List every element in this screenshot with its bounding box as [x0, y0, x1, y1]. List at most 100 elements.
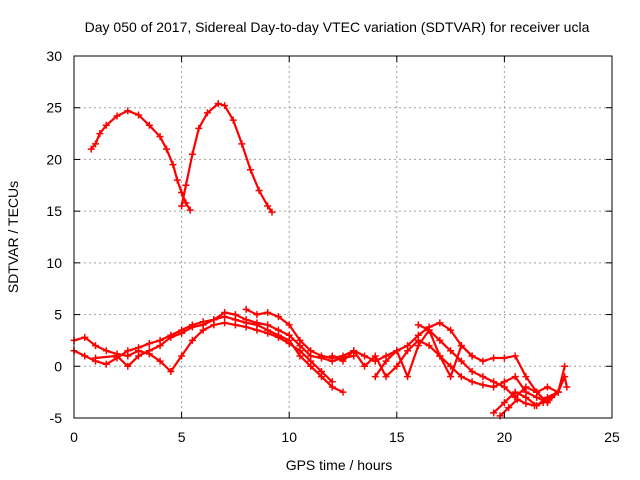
data-point [393, 347, 401, 355]
series-line [245, 308, 474, 363]
data-point [447, 326, 455, 334]
data-point [479, 381, 487, 389]
data-point [511, 388, 519, 396]
y-tick-label: 20 [46, 151, 62, 167]
axis-ticks [73, 55, 613, 419]
data-point [253, 311, 261, 319]
data-point [543, 383, 551, 391]
data-point [92, 140, 100, 148]
data-point [195, 124, 203, 132]
data-point [490, 409, 498, 417]
data-point [178, 352, 186, 360]
data-point [500, 398, 508, 406]
data-point [253, 319, 261, 327]
y-tick-label: 30 [46, 48, 62, 64]
data-point [317, 352, 325, 360]
data-point [214, 100, 222, 108]
x-axis-label: GPS time / hours [286, 457, 393, 473]
data-point [490, 378, 498, 386]
chart-title: Day 050 of 2017, Sidereal Day-to-day VTE… [85, 19, 590, 35]
data-point [500, 383, 508, 391]
data-point [264, 202, 272, 210]
data-point [81, 333, 89, 341]
data-point [307, 347, 315, 355]
data-point [285, 340, 293, 348]
data-point [145, 340, 153, 348]
series-arc-1 [87, 107, 194, 214]
data-point [511, 352, 519, 360]
data-point [404, 373, 412, 381]
data-point [113, 112, 121, 120]
data-point [87, 145, 95, 153]
data-point [531, 402, 539, 410]
data-point [414, 321, 422, 329]
data-point [156, 133, 164, 141]
data-point [156, 342, 164, 350]
data-point [124, 352, 132, 360]
series-line [417, 323, 566, 404]
data-point [285, 331, 293, 339]
data-point [548, 393, 556, 401]
data-point [210, 316, 218, 324]
x-tick-label: 25 [604, 429, 620, 445]
data-point [274, 326, 282, 334]
data-point [81, 352, 89, 360]
data-point [231, 311, 239, 319]
data-point [554, 388, 562, 396]
data-point [124, 107, 132, 115]
data-point [102, 360, 110, 368]
data-point [447, 347, 455, 355]
data-point [186, 206, 194, 214]
data-point [221, 319, 229, 327]
data-point [468, 352, 476, 360]
data-point [479, 357, 487, 365]
data-point [382, 373, 390, 381]
x-tick-label: 0 [70, 429, 78, 445]
data-point [221, 102, 229, 110]
data-point [522, 393, 530, 401]
data-point [468, 378, 476, 386]
data-point [447, 362, 455, 370]
y-tick-label: 0 [54, 358, 62, 374]
data-point [522, 383, 530, 391]
y-tick-label: 15 [46, 203, 62, 219]
data-point [371, 373, 379, 381]
x-tick-label: 10 [281, 429, 297, 445]
data-point [371, 352, 379, 360]
data-point [513, 395, 521, 403]
data-point [425, 342, 433, 350]
data-point [447, 373, 455, 381]
data-point [135, 111, 143, 119]
data-point [361, 352, 369, 360]
data-point [268, 208, 276, 216]
data-point [563, 383, 571, 391]
data-point [264, 309, 272, 317]
data-point [361, 362, 369, 370]
data-point [522, 400, 530, 408]
data-point [188, 323, 196, 331]
data-point [145, 121, 153, 129]
data-point [339, 357, 347, 365]
data-point [182, 199, 190, 207]
data-point [539, 398, 547, 406]
data-point [500, 354, 508, 362]
data-point [124, 362, 132, 370]
data-point [231, 321, 239, 329]
data-point [178, 202, 186, 210]
series-arc-2 [178, 100, 276, 216]
data-point [285, 321, 293, 329]
y-tick-label: -5 [50, 410, 63, 426]
data-point [188, 336, 196, 344]
data-point [414, 342, 422, 350]
series-trace-i [496, 393, 556, 420]
data-point [350, 347, 358, 355]
data-point [96, 130, 104, 138]
x-tick-label: 15 [389, 429, 405, 445]
data-point [393, 362, 401, 370]
data-point [199, 321, 207, 329]
series-trace-b [70, 319, 336, 386]
data-point [113, 352, 121, 360]
data-point [522, 373, 530, 381]
data-point [242, 305, 250, 313]
